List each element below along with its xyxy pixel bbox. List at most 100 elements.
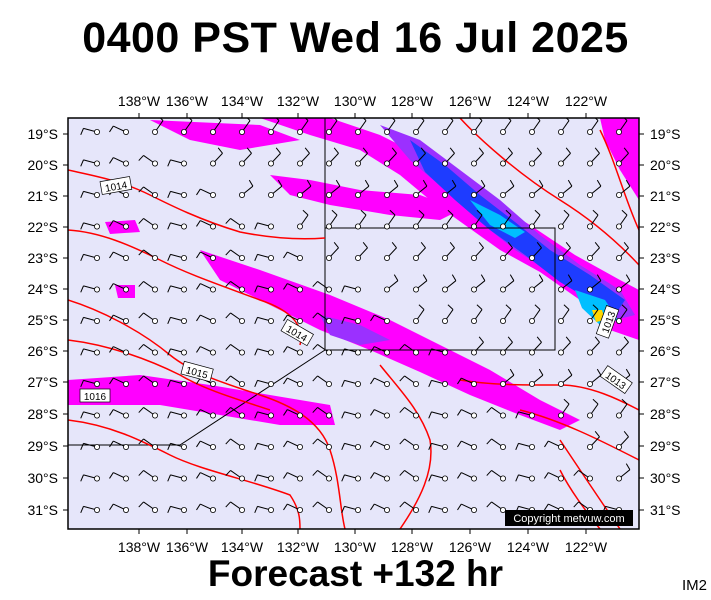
copyright-box: Copyright metvuw.com [505, 510, 633, 526]
station-circle [325, 475, 332, 482]
station-circle [587, 380, 594, 387]
station-circle [499, 223, 506, 230]
station-circle [151, 443, 158, 450]
wind-barb-flag [138, 501, 144, 508]
wind-barb-flag [341, 317, 345, 325]
station-circle [529, 191, 536, 198]
wind-barb-flag [362, 241, 368, 249]
station-circle [267, 412, 274, 419]
wind-barb-flag [536, 147, 542, 154]
station-circle [529, 349, 536, 356]
station-circle [267, 506, 274, 513]
station-circle [151, 412, 158, 419]
wind-barb-flag [225, 501, 231, 508]
station-circle [94, 128, 101, 135]
lon-label-top: 130°W [334, 93, 377, 109]
wind-barb-flag [138, 470, 144, 476]
station-circle [123, 254, 130, 261]
station-circle [529, 160, 536, 167]
station-circle [325, 317, 332, 324]
station-circle [499, 128, 506, 135]
wind-barb-flag [399, 438, 405, 445]
station-circle [238, 443, 245, 450]
lat-label-left: 27°S [27, 374, 58, 390]
station-circle [470, 254, 477, 261]
wind-barb-flag [80, 506, 84, 514]
station-circle [94, 254, 101, 261]
station-circle [209, 286, 216, 293]
station-circle [529, 412, 536, 419]
wind-barb-flag [283, 503, 288, 511]
wind-barb-flag [623, 430, 629, 438]
wind-barb-flag [567, 368, 573, 376]
wind-barb-flag [544, 503, 549, 511]
station-circle [238, 128, 245, 135]
wind-barb-flag [625, 274, 631, 281]
lat-label-left: 28°S [27, 406, 58, 422]
lon-label-top: 126°W [449, 93, 492, 109]
wind-barb-flag [428, 348, 432, 356]
wind-barb-flag [80, 254, 84, 262]
station-circle [587, 223, 594, 230]
wind-barb-flag [196, 220, 201, 227]
wind-barb-flag [225, 407, 231, 413]
wind-barb-flag [509, 368, 515, 376]
station-circle [325, 380, 332, 387]
lat-label-right: 28°S [650, 406, 681, 422]
wind-barb-flag [138, 438, 144, 445]
lat-label-left: 29°S [27, 438, 58, 454]
station-circle [325, 349, 332, 356]
lat-label-right: 26°S [650, 343, 681, 359]
wind-barb-flag [333, 147, 339, 154]
map-grid-lines [68, 118, 556, 446]
station-circle [383, 254, 390, 261]
wind-barb-flag [422, 179, 428, 187]
station-circle [296, 443, 303, 450]
station-circle [616, 475, 623, 482]
wind-barb-flag [594, 241, 600, 249]
station-circle [325, 286, 332, 293]
station-circle [180, 475, 187, 482]
lon-label-bottom: 132°W [277, 539, 320, 555]
station-circle [383, 317, 390, 324]
wind-barb-flag [80, 443, 84, 451]
station-circle [94, 286, 101, 293]
wind-barb-flag [109, 440, 114, 448]
station-circle [238, 506, 245, 513]
wind-barb-flag [573, 501, 579, 508]
station-circle [238, 380, 245, 387]
wind-barb-flag [476, 304, 483, 310]
wind-barb-flag [399, 344, 405, 350]
wind-barb-flag [196, 314, 201, 322]
station-circle [412, 286, 419, 293]
station-circle [616, 349, 623, 356]
wind-barb-flag [109, 472, 114, 479]
lon-label-bottom: 138°W [118, 539, 161, 555]
station-circle [180, 160, 187, 167]
wind-barb-flag [625, 463, 631, 470]
wind-barb-flag [509, 179, 515, 187]
wind-barb-flag [457, 472, 462, 479]
wind-barb-flag [248, 179, 254, 187]
wind-barb-flag [167, 222, 171, 230]
station-circle [354, 380, 361, 387]
station-circle [325, 443, 332, 450]
wind-barb-flag [480, 274, 486, 281]
wind-barb-flag [538, 179, 544, 187]
station-circle [412, 317, 419, 324]
lon-label-top: 122°W [565, 93, 608, 109]
station-circle [383, 506, 390, 513]
station-circle [616, 191, 623, 198]
wind-barb-flag [109, 377, 114, 385]
lat-label-right: 25°S [650, 312, 681, 328]
station-circle [616, 128, 623, 135]
wind-barb-flag [418, 304, 425, 310]
station-circle [238, 475, 245, 482]
station-circle [470, 160, 477, 167]
wind-barb-flag [109, 157, 114, 164]
wind-barb-flag [573, 470, 579, 476]
station-circle [412, 223, 419, 230]
wind-barb-flag [486, 501, 492, 508]
station-circle [325, 412, 332, 419]
wind-barb-flag [486, 407, 492, 413]
